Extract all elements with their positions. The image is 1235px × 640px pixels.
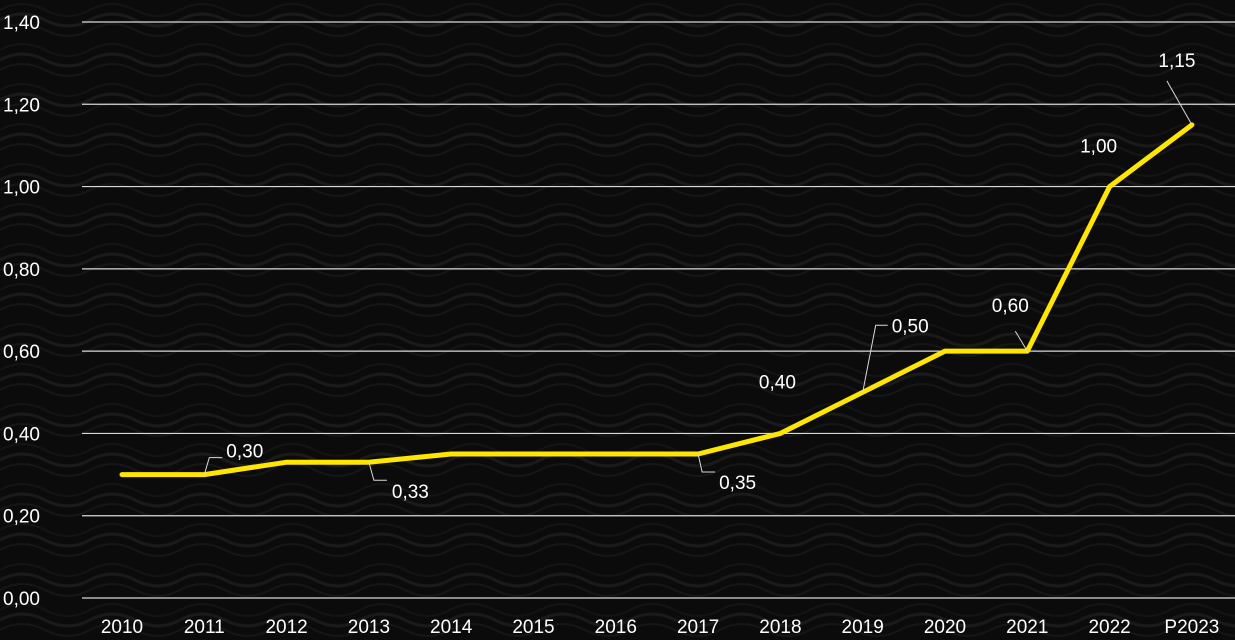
data-label-leader-line xyxy=(203,457,223,475)
y-tick-label: 1,00 xyxy=(3,178,40,199)
data-label: 1,00 xyxy=(1080,137,1117,158)
data-label: 0,50 xyxy=(892,316,929,337)
x-tick-label: 2016 xyxy=(595,617,637,638)
y-tick-label: 0,60 xyxy=(3,342,40,363)
y-tick-label: 0,40 xyxy=(3,424,40,445)
series-layer xyxy=(119,122,1195,478)
data-label-leader-line xyxy=(697,453,716,473)
data-label-leader-line xyxy=(368,462,387,481)
y-tick-label: 0,00 xyxy=(3,589,40,610)
x-tick-label: 2019 xyxy=(842,617,884,638)
data-label: 0,30 xyxy=(226,442,263,463)
x-tick-label: 2017 xyxy=(677,617,719,638)
data-label-leader-line xyxy=(862,324,888,393)
x-tick-label: P2023 xyxy=(1164,617,1219,638)
data-labels: 0,30 0,33 0,35 0,40 0,50 0,60 1,00 1,15 xyxy=(203,51,1195,503)
x-tick-label: 2012 xyxy=(265,617,307,638)
x-tick-label: 2014 xyxy=(430,617,473,638)
x-tick-label: 2013 xyxy=(348,617,390,638)
x-tick-label: 2010 xyxy=(101,617,143,638)
y-tick-label: 0,20 xyxy=(3,507,40,528)
data-label-leader-line xyxy=(1166,80,1193,126)
data-label: 0,33 xyxy=(392,482,429,503)
y-tick-label: 1,40 xyxy=(3,13,40,34)
series-line xyxy=(119,122,1195,478)
data-label: 1,15 xyxy=(1158,51,1195,72)
data-label-leader-line xyxy=(1014,330,1028,352)
x-tick-label: 2022 xyxy=(1088,617,1130,638)
x-tick-label: 2018 xyxy=(759,617,801,638)
data-label: 0,60 xyxy=(992,296,1029,317)
x-axis-tick-labels: 2010 2011 2012 2013 2014 2015 2016 2017 2018 2019… xyxy=(101,617,1220,638)
y-tick-label: 1,20 xyxy=(3,95,40,116)
data-label: 0,40 xyxy=(759,372,796,393)
x-tick-label: 2011 xyxy=(184,617,225,638)
gridlines xyxy=(82,21,1235,599)
x-tick-label: 2020 xyxy=(924,617,966,638)
x-tick-label: 2015 xyxy=(512,617,554,638)
x-tick-label: 2021 xyxy=(1006,617,1048,638)
data-label: 0,35 xyxy=(719,473,756,494)
y-axis-tick-labels: 0,00 0,20 0,40 0,60 0,80 1,00 1,20 1,40 xyxy=(3,13,40,610)
y-tick-label: 0,80 xyxy=(3,260,40,281)
